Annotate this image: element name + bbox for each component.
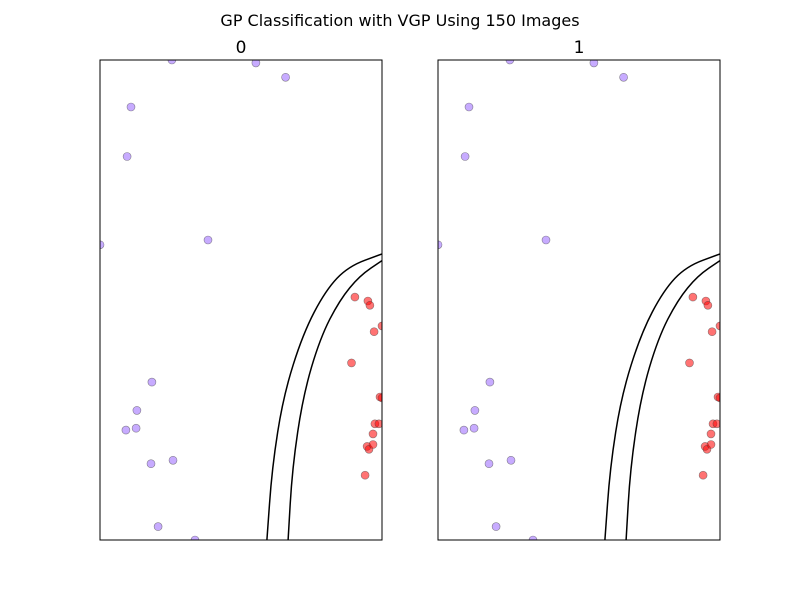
class-0-point [100, 240, 105, 250]
axes-frame [437, 59, 721, 541]
class-0-point [122, 152, 132, 161]
subplot-1: 1 [437, 38, 721, 541]
class-1-point [712, 419, 720, 429]
class-0-point [464, 102, 474, 112]
class-0-point [251, 60, 261, 68]
class-1-point [365, 300, 375, 310]
subplot-0: 0 [99, 38, 383, 541]
class-1-point [715, 321, 720, 331]
class-1-point [707, 327, 717, 337]
class-0-point [470, 406, 480, 415]
class-0-point [589, 60, 599, 68]
class-0-point [147, 377, 157, 387]
decision-boundary-1 [625, 259, 720, 540]
class-1-point [715, 393, 720, 403]
class-1-point [368, 440, 378, 449]
class-0-point [469, 423, 479, 433]
decision-boundary-1 [287, 259, 382, 540]
class-0-point [281, 73, 290, 82]
class-0-point [460, 152, 470, 161]
class-1-point [685, 358, 694, 368]
subplot-title: 1 [574, 38, 585, 58]
class-1-point [377, 321, 382, 331]
class-0-point [505, 60, 515, 65]
class-1-point [377, 393, 382, 403]
class-0-point [131, 423, 141, 433]
class-0-point [438, 240, 443, 250]
decision-boundary-0 [266, 253, 382, 540]
class-0-point [121, 425, 131, 435]
class-1-point [350, 292, 360, 302]
class-1-point [369, 327, 379, 337]
figure-title: GP Classification with VGP Using 150 Ima… [220, 11, 579, 30]
class-0-point [528, 535, 538, 540]
class-0-point [146, 459, 156, 469]
decision-boundary-0 [604, 253, 720, 540]
class-0-point [506, 455, 516, 465]
class-1-point [703, 300, 713, 310]
class-1-point [347, 358, 356, 368]
class-0-point [485, 377, 495, 387]
class-0-point [153, 522, 163, 531]
class-0-point [491, 522, 501, 531]
class-1-point [698, 470, 708, 480]
class-0-point [541, 235, 551, 245]
class-1-point [706, 440, 716, 449]
subplot-title: 0 [236, 38, 247, 58]
class-0-point [126, 102, 136, 112]
class-0-point [168, 455, 178, 465]
class-1-point [374, 419, 382, 429]
class-0-point [203, 235, 213, 245]
class-1-point [706, 429, 716, 439]
class-0-point [190, 535, 200, 540]
axes-frame [99, 59, 383, 541]
class-0-point [459, 425, 469, 435]
class-1-point [360, 470, 370, 480]
class-0-point [132, 406, 142, 415]
class-1-point [688, 292, 698, 302]
class-0-point [167, 60, 177, 65]
class-0-point [619, 73, 628, 82]
class-0-point [484, 459, 494, 469]
class-1-point [368, 429, 378, 439]
